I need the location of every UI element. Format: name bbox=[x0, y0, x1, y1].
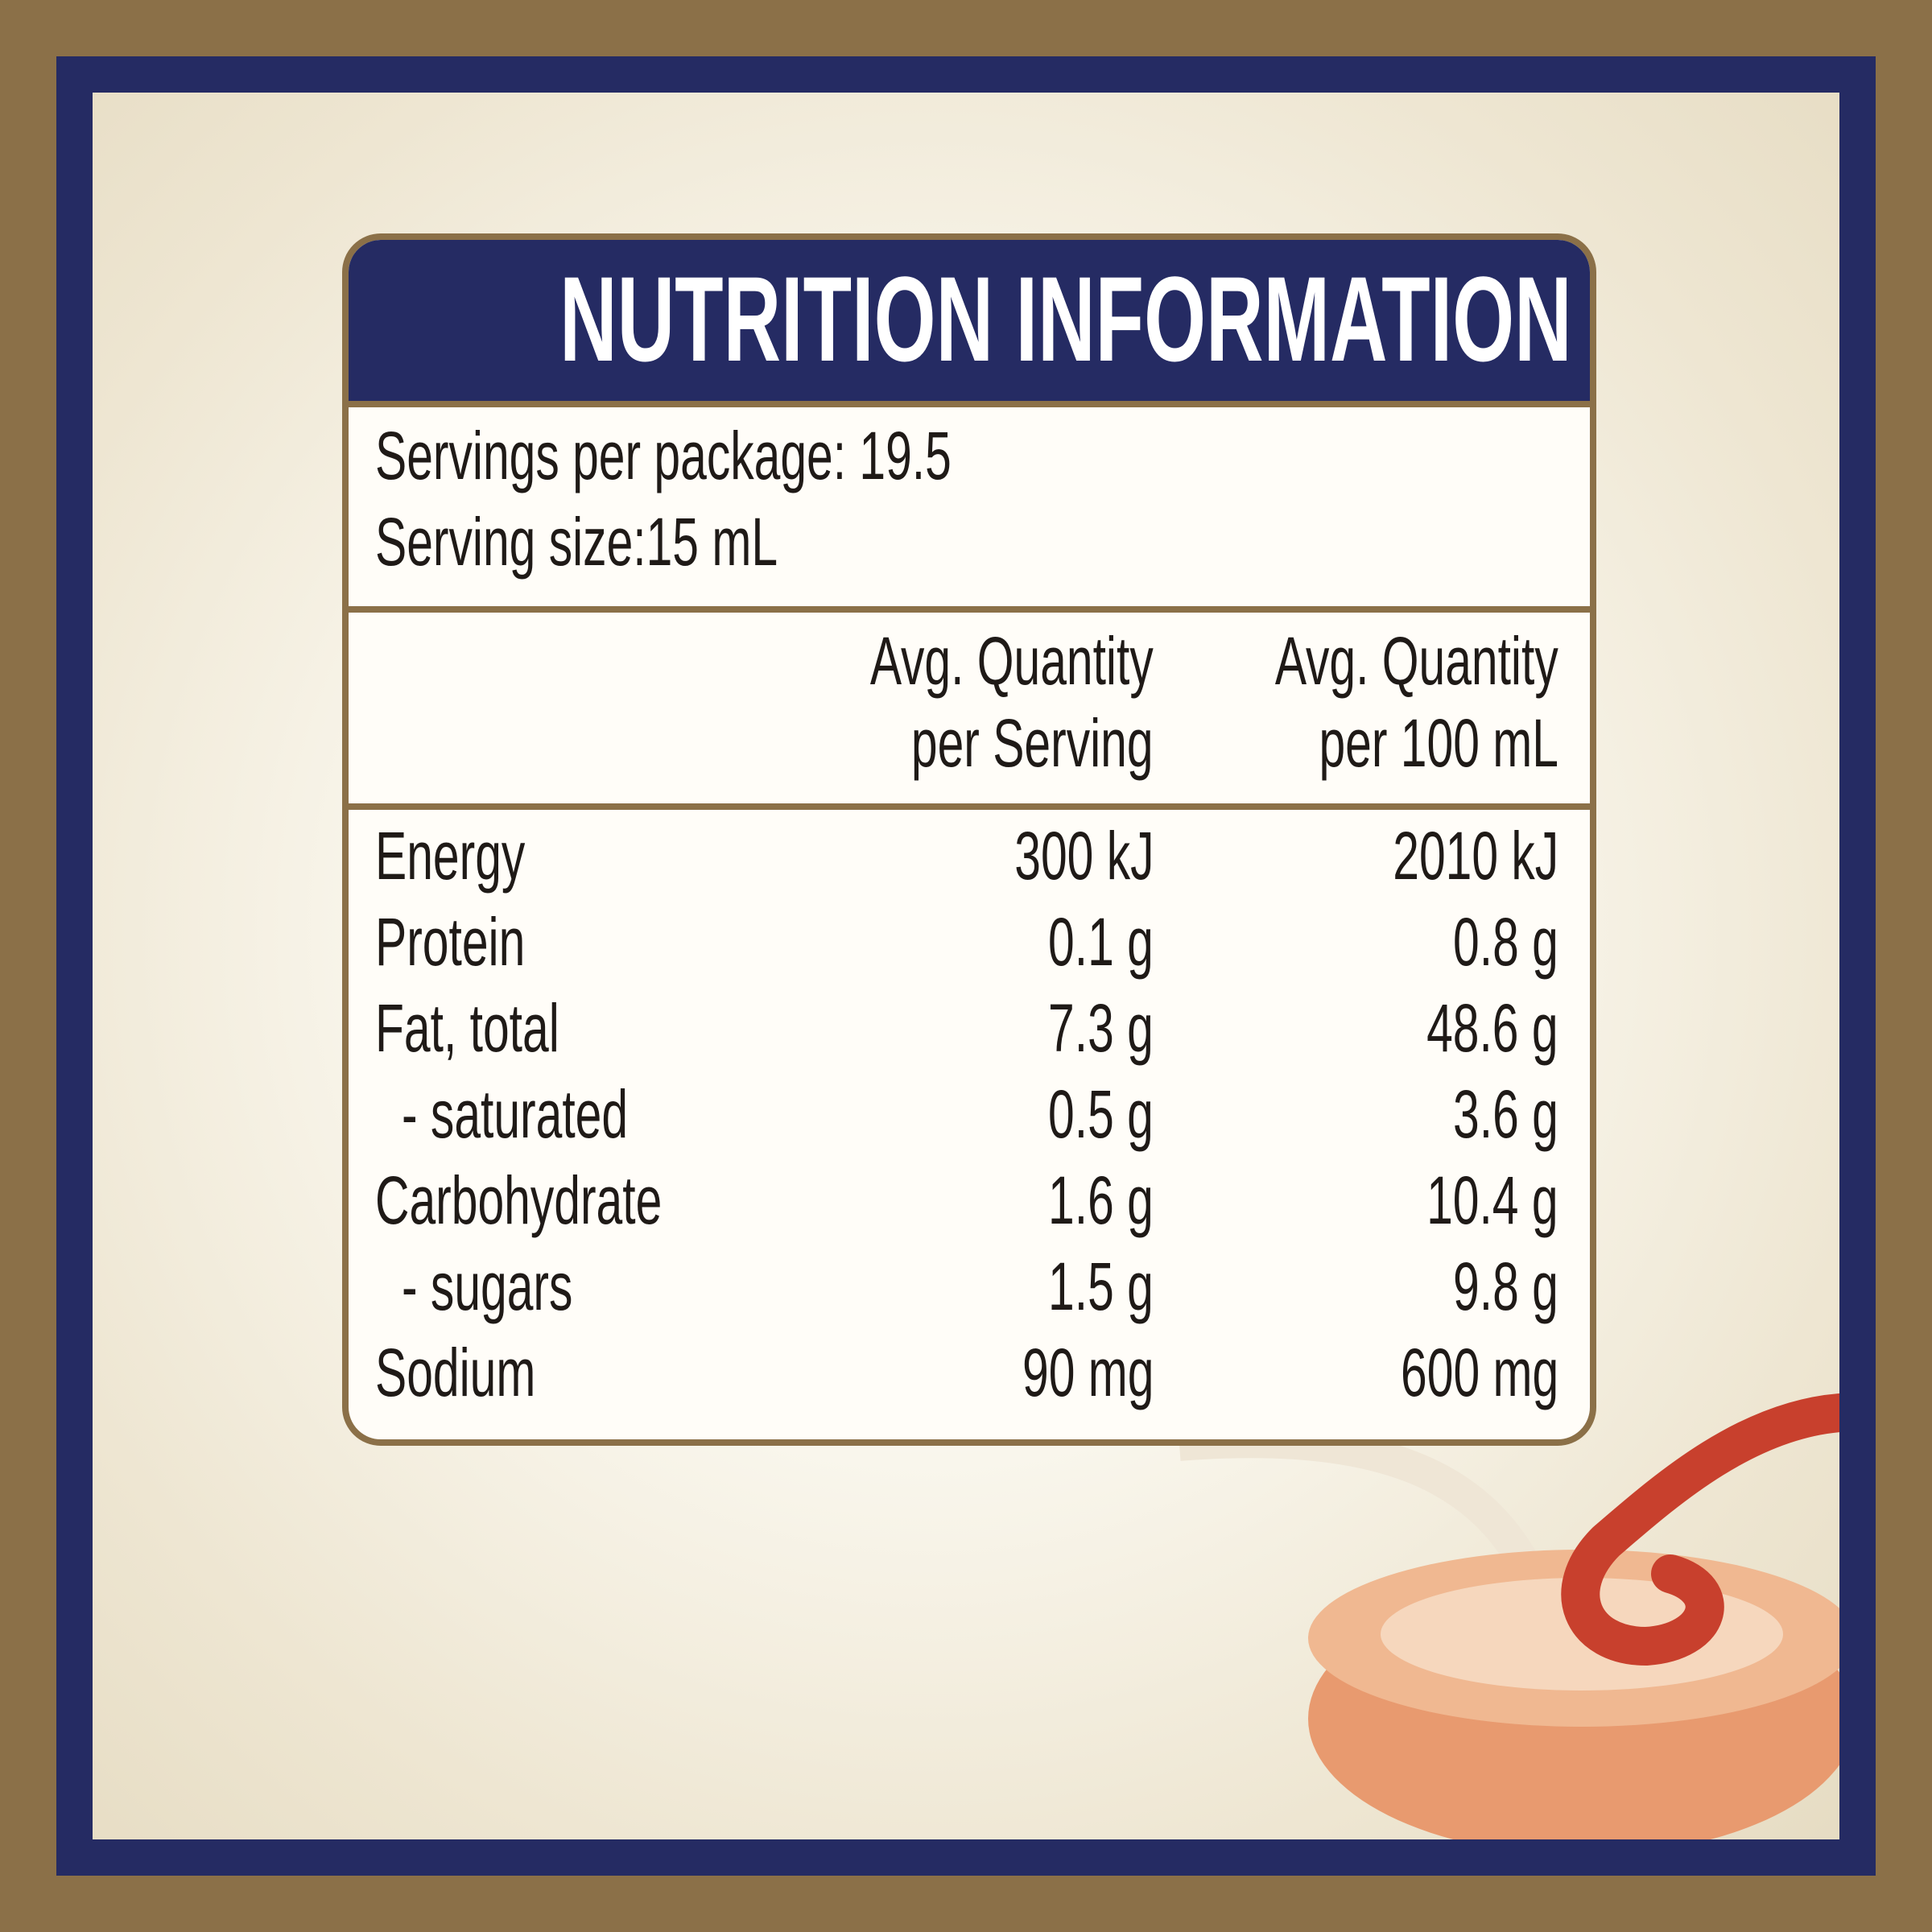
column-header: Avg. Quantity bbox=[870, 623, 1154, 699]
per-serving: 1.5 g bbox=[1048, 1249, 1154, 1324]
column-header: Avg. Quantity bbox=[1275, 623, 1558, 699]
serving-size: Serving size:15 mL bbox=[375, 504, 778, 580]
per-serving: 1.6 g bbox=[1048, 1162, 1154, 1238]
sauce-illustration bbox=[1178, 1393, 1839, 1839]
per-serving: 90 mg bbox=[1022, 1335, 1154, 1410]
nutrient-name: Sodium bbox=[375, 1335, 536, 1410]
per-100ml: 10.4 g bbox=[1426, 1162, 1558, 1238]
nutrient-name: Protein bbox=[375, 904, 526, 980]
nutrient-name: - saturated bbox=[402, 1076, 629, 1152]
column-header: per Serving bbox=[911, 705, 1154, 781]
per-serving: 7.3 g bbox=[1048, 990, 1154, 1066]
nutrition-panel: NUTRITION INFORMATION Servings per packa… bbox=[342, 233, 1596, 1446]
servings-per-package: Servings per package: 19.5 bbox=[375, 418, 952, 493]
per-100ml: 600 mg bbox=[1400, 1335, 1558, 1410]
title: NUTRITION INFORMATION bbox=[559, 251, 1572, 386]
nutrient-name: Fat, total bbox=[375, 990, 559, 1066]
nutrient-name: - sugars bbox=[402, 1249, 573, 1324]
divider bbox=[349, 606, 1590, 613]
nutrient-name: Carbohydrate bbox=[375, 1162, 663, 1238]
per-serving: 0.1 g bbox=[1048, 904, 1154, 980]
cream-stream bbox=[1178, 1426, 1540, 1574]
per-serving: 300 kJ bbox=[1013, 818, 1154, 894]
nutrient-name: Energy bbox=[375, 818, 526, 894]
divider bbox=[349, 803, 1590, 810]
per-100ml: 2010 kJ bbox=[1393, 818, 1558, 894]
per-100ml: 0.8 g bbox=[1453, 904, 1558, 980]
panel-header: NUTRITION INFORMATION bbox=[349, 240, 1590, 407]
column-header: per 100 mL bbox=[1319, 705, 1558, 781]
sauce-swirl bbox=[1561, 1393, 1839, 1666]
per-100ml: 9.8 g bbox=[1453, 1249, 1558, 1324]
per-100ml: 48.6 g bbox=[1426, 990, 1558, 1066]
per-serving: 0.5 g bbox=[1048, 1076, 1154, 1152]
per-100ml: 3.6 g bbox=[1453, 1076, 1558, 1152]
